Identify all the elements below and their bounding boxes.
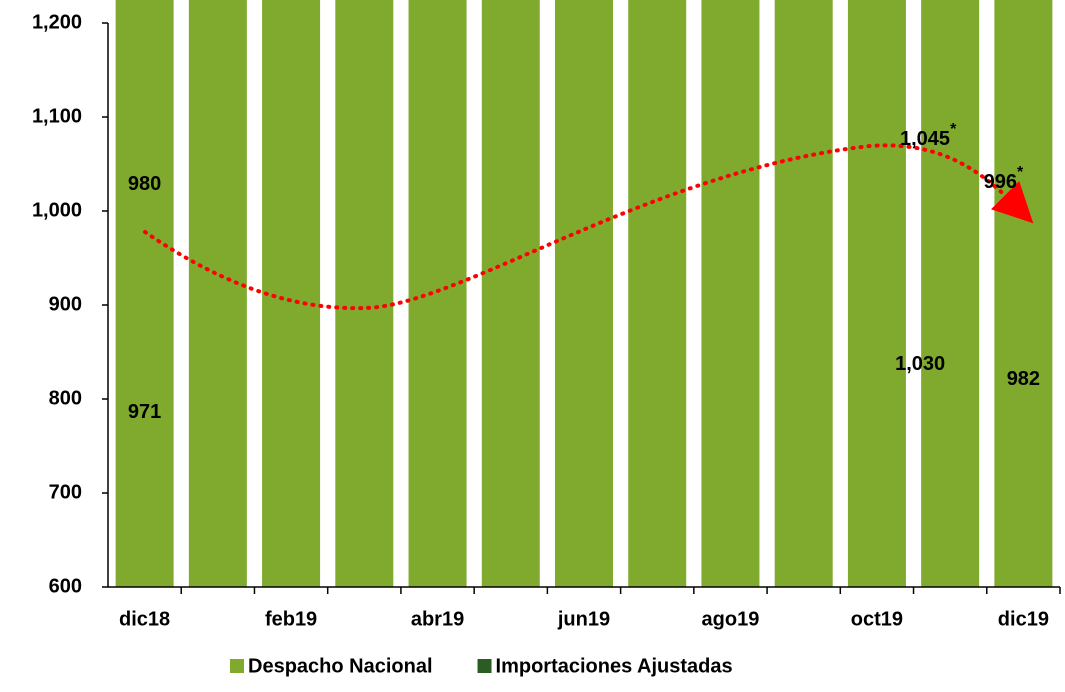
x-tick-label: dic18 [119,608,170,630]
annotation: 980 [128,173,161,195]
bar-segment [701,0,760,587]
annotation-text: 1,030 [895,353,945,375]
bar-segment [847,0,906,587]
bar-segment [774,0,833,587]
annotation: 996* [984,164,1024,193]
x-tick-label: jun19 [557,608,610,630]
y-tick-label: 1,100 [32,105,82,127]
plot [115,0,1053,588]
y-tick-label: 1,000 [32,199,82,221]
y-tick-label: 600 [49,575,82,597]
bar-segment [921,0,980,587]
trend-line [143,143,1034,311]
bar-segment [555,0,613,587]
x-tick-label: abr19 [411,608,464,630]
annotation-text: 971 [128,401,161,423]
annotation-note: * [1017,164,1024,181]
annotation: 1,045* [900,121,957,150]
bar-segment [994,0,1053,587]
annotation-text: 980 [128,173,161,195]
annotation-text: 996 [984,171,1017,193]
y-tick-label: 800 [49,387,82,409]
y-tick-label: 700 [49,481,82,503]
annotation-text: 1,045 [900,128,950,150]
bar-segment [335,0,394,588]
legend-swatch [230,659,244,673]
y-tick-label: 900 [49,293,82,315]
bar-segment [188,0,247,587]
legend-swatch [477,659,492,673]
annotation-text: 982 [1007,368,1040,390]
legend-label: Despacho Nacional [248,655,433,677]
x-tick-label: dic19 [998,608,1049,630]
bar-segment [628,0,687,588]
bar-segment [481,0,540,588]
annotation: 982 [1007,368,1040,390]
x-tick-label: ago19 [702,608,760,630]
x-tick-label: feb19 [265,608,317,630]
bar-segment [408,0,467,588]
bar-segment [262,0,321,588]
x-tick-label: oct19 [851,608,903,630]
bar-segment [115,0,174,587]
annotation-note: * [950,121,957,138]
annotation: 1,030 [895,353,945,375]
annotation: 971 [128,401,161,423]
y-tick-label: 1,200 [32,11,82,33]
legend-label: Importaciones Ajustadas [496,655,733,677]
